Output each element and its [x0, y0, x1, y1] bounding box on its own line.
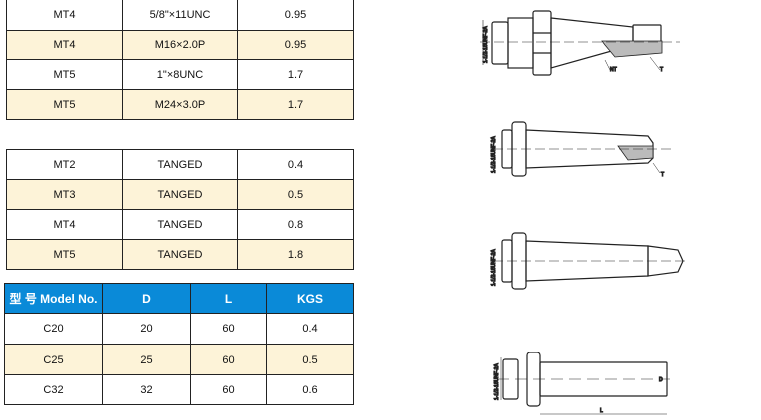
cell: 0.8 [237, 209, 354, 240]
drawing-tanged-arbor-threaded: 1-1/2-18UNF-2A T [490, 121, 673, 179]
cell: 1.7 [237, 89, 354, 120]
cell: 1"×8UNC [122, 59, 238, 90]
nt-label: NT [610, 67, 617, 73]
cell: MT5 [6, 89, 123, 120]
header-kgs: KGS [266, 283, 354, 314]
table-row: MT4 M16×2.0P 0.95 [6, 30, 354, 60]
cell: 60 [190, 344, 267, 375]
table-threaded: MT4 5/8"×11UNC 0.95 MT4 M16×2.0P 0.95 MT5 1"×… [6, 0, 354, 120]
cell: 0.4 [237, 149, 354, 180]
cell: TANGED [122, 239, 238, 270]
header-model: 型 号 Model No. [4, 283, 103, 314]
thread-label: 1-1/2-18UNF-2A [491, 136, 497, 173]
t-label: T [661, 172, 664, 178]
cell: 1.7 [237, 59, 354, 90]
cell: M24×3.0P [122, 89, 238, 120]
table-row: MT5 M24×3.0P 1.7 [6, 89, 354, 120]
cell: 0.95 [237, 0, 354, 31]
cell: C32 [4, 374, 103, 405]
cell: TANGED [122, 209, 238, 240]
cell: 0.5 [266, 344, 354, 375]
table-tanged: MT2 TANGED 0.4 MT3 TANGED 0.5 MT4 TANGED 0.8 M… [6, 149, 354, 270]
d-label: D [659, 377, 663, 383]
cell: 0.4 [266, 313, 354, 345]
table-row: MT5 TANGED 1.8 [6, 239, 354, 270]
table-header: 型 号 Model No. D L KGS [4, 283, 354, 314]
cell: 20 [102, 313, 191, 345]
cell: MT4 [6, 0, 123, 31]
cell: 60 [190, 374, 267, 405]
cell: 25 [102, 344, 191, 375]
drawing-straight-arbor: 1-1/2-18UNF-2A L D [493, 352, 670, 415]
table-row: C32 32 60 0.6 [4, 374, 354, 405]
thread-label: 1-1/2-18UNF-2A [491, 249, 497, 286]
cell: M16×2.0P [122, 30, 238, 60]
cell: 5/8"×11UNC [122, 0, 238, 31]
table-row: MT4 5/8"×11UNC 0.95 [6, 0, 354, 31]
table-row: MT5 1"×8UNC 1.7 [6, 59, 354, 90]
table-straight: 型 号 Model No. D L KGS C20 20 60 0.4 C25 25 60 0.5… [4, 283, 354, 405]
drawing-tanged-arbor: 1-1/2-18UNF-2A [490, 232, 686, 290]
cell: MT4 [6, 209, 123, 240]
table-row: MT2 TANGED 0.4 [6, 149, 354, 180]
table-row: MT3 TANGED 0.5 [6, 179, 354, 210]
cell: C20 [4, 313, 103, 345]
l-label: L [600, 408, 603, 414]
cell: 0.5 [237, 179, 354, 210]
cell: TANGED [122, 149, 238, 180]
header-d: D [102, 283, 191, 314]
table-row: MT4 TANGED 0.8 [6, 209, 354, 240]
cell: MT5 [6, 59, 123, 90]
cell: MT5 [6, 239, 123, 270]
cell: 60 [190, 313, 267, 345]
thread-label: 1-1/2-18UNF-2A [494, 363, 500, 400]
drawing-threaded-arbor: 1-1/2-18UNF-2A NT T [480, 10, 680, 76]
table-row: C20 20 60 0.4 [4, 313, 354, 345]
header-l: L [190, 283, 267, 314]
cell: C25 [4, 344, 103, 375]
t-label: T [660, 67, 663, 73]
cell: 0.6 [266, 374, 354, 405]
cell: MT4 [6, 30, 123, 60]
table-row: C25 25 60 0.5 [4, 344, 354, 375]
cell: 32 [102, 374, 191, 405]
cell: 0.95 [237, 30, 354, 60]
cell: TANGED [122, 179, 238, 210]
cell: MT2 [6, 149, 123, 180]
cell: MT3 [6, 179, 123, 210]
cell: 1.8 [237, 239, 354, 270]
thread-label: 1-1/2-18UNF-2A [483, 26, 489, 63]
